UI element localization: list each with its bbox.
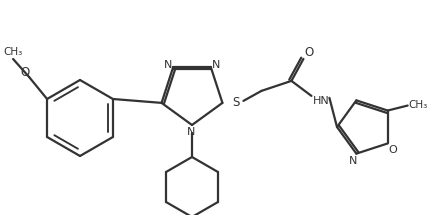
Text: CH₃: CH₃ — [4, 47, 23, 57]
Text: CH₃: CH₃ — [408, 100, 427, 109]
Text: HN: HN — [313, 96, 330, 106]
Text: N: N — [164, 60, 172, 70]
Text: O: O — [305, 46, 314, 59]
Text: N: N — [187, 127, 195, 137]
Text: S: S — [233, 96, 240, 109]
Text: O: O — [20, 66, 30, 80]
Text: N: N — [349, 156, 358, 166]
Text: N: N — [212, 60, 220, 70]
Text: O: O — [388, 146, 397, 155]
